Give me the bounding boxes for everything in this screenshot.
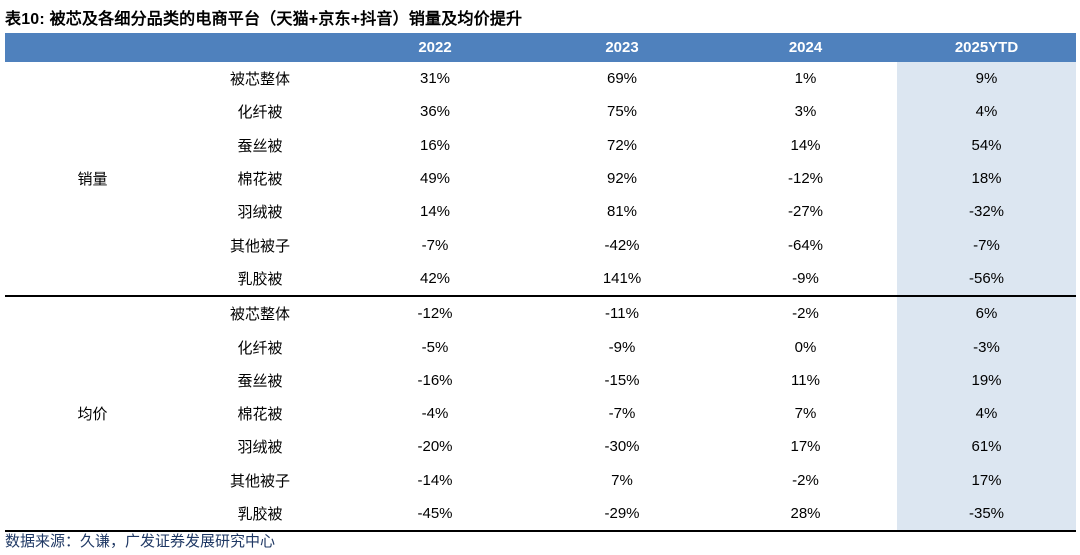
value-cell: -2% — [714, 463, 897, 497]
year-column-header: 2023 — [530, 33, 714, 62]
value-cell: 14% — [340, 195, 530, 229]
value-cell: -20% — [340, 430, 530, 464]
value-cell: -45% — [340, 496, 530, 532]
year-column-header: 2025YTD — [897, 33, 1076, 62]
value-cell: -11% — [530, 295, 714, 331]
value-cell: -7% — [897, 228, 1076, 262]
value-cell: 1% — [714, 62, 897, 96]
category-label: 化纤被 — [180, 95, 340, 129]
data-source-note: 数据来源：久谦，广发证券发展研究中心 — [5, 533, 276, 550]
table-header: 2022 2023 2024 2025YTD — [5, 33, 1076, 62]
value-cell: 28% — [714, 496, 897, 532]
value-cell: 6% — [897, 295, 1076, 331]
value-cell: -27% — [714, 195, 897, 229]
category-label: 棉花被 — [180, 161, 340, 196]
table-row: 蚕丝被 16% 72% 14% 54% — [5, 128, 1076, 162]
value-cell: 75% — [530, 95, 714, 129]
value-cell: -9% — [530, 330, 714, 364]
value-cell: 18% — [897, 161, 1076, 196]
value-cell: 72% — [530, 128, 714, 162]
header-group-spacer — [5, 33, 180, 62]
value-cell: 17% — [897, 463, 1076, 497]
value-cell: 92% — [530, 161, 714, 196]
value-cell: -29% — [530, 496, 714, 532]
year-column-header: 2022 — [340, 33, 530, 62]
value-cell: -5% — [340, 330, 530, 364]
value-cell: -14% — [340, 463, 530, 497]
table-row: 棉花被 -4% -7% 7% 4% — [5, 396, 1076, 431]
category-label: 被芯整体 — [180, 295, 340, 331]
value-cell: 19% — [897, 363, 1076, 397]
table-row: 羽绒被 14% 81% -27% -32% — [5, 195, 1076, 229]
value-cell: 54% — [897, 128, 1076, 162]
category-label: 蚕丝被 — [180, 363, 340, 397]
value-cell: 4% — [897, 396, 1076, 431]
value-cell: 81% — [530, 195, 714, 229]
category-label: 乳胶被 — [180, 496, 340, 532]
value-cell: -12% — [714, 161, 897, 196]
value-cell: 141% — [530, 261, 714, 297]
table-row: 乳胶被 -45% -29% 28% -35% — [5, 496, 1076, 532]
value-cell: -3% — [897, 330, 1076, 364]
value-cell: 42% — [340, 261, 530, 297]
value-cell: -7% — [530, 396, 714, 431]
value-cell: -4% — [340, 396, 530, 431]
value-cell: -42% — [530, 228, 714, 262]
value-cell: 11% — [714, 363, 897, 397]
category-label: 其他被子 — [180, 228, 340, 262]
value-cell: -12% — [340, 295, 530, 331]
value-cell: 4% — [897, 95, 1076, 129]
value-cell: 0% — [714, 330, 897, 364]
value-cell: -64% — [714, 228, 897, 262]
year-column-header: 2024 — [714, 33, 897, 62]
table-title: 表10: 被芯及各细分品类的电商平台（天猫+京东+抖音）销量及均价提升 — [5, 11, 523, 28]
value-cell: 36% — [340, 95, 530, 129]
table-row: 均价 被芯整体 -12% -11% -2% 6% — [5, 295, 1076, 532]
value-cell: 31% — [340, 62, 530, 96]
table-row: 乳胶被 42% 141% -9% -56% — [5, 261, 1076, 297]
category-label: 棉花被 — [180, 396, 340, 431]
category-label: 羽绒被 — [180, 195, 340, 229]
header-category-spacer — [180, 33, 340, 62]
value-cell: -9% — [714, 261, 897, 297]
value-cell: -16% — [340, 363, 530, 397]
value-cell: 17% — [714, 430, 897, 464]
value-cell: 49% — [340, 161, 530, 196]
table-row: 其他被子 -7% -42% -64% -7% — [5, 228, 1076, 262]
table-row: 其他被子 -14% 7% -2% 17% — [5, 463, 1076, 497]
table-row: 化纤被 -5% -9% 0% -3% — [5, 330, 1076, 364]
category-label: 羽绒被 — [180, 430, 340, 464]
value-cell: 61% — [897, 430, 1076, 464]
category-label: 其他被子 — [180, 463, 340, 497]
table-row: 棉花被 49% 92% -12% 18% — [5, 161, 1076, 196]
value-cell: 3% — [714, 95, 897, 129]
value-cell: 9% — [897, 62, 1076, 96]
table-body: 销量 被芯整体 31% 69% 1% 9% 化纤被 36% 75% 3% 4% 蚕丝被 16% 72% 14… — [5, 62, 1076, 532]
category-label: 化纤被 — [180, 330, 340, 364]
value-cell: 14% — [714, 128, 897, 162]
category-label: 蚕丝被 — [180, 128, 340, 162]
value-cell: -15% — [530, 363, 714, 397]
value-cell: 7% — [530, 463, 714, 497]
value-cell: -7% — [340, 228, 530, 262]
value-cell: -30% — [530, 430, 714, 464]
value-cell: 69% — [530, 62, 714, 96]
value-cell: 16% — [340, 128, 530, 162]
group-label: 均价 — [5, 295, 180, 532]
category-label: 被芯整体 — [180, 62, 340, 96]
value-cell: 7% — [714, 396, 897, 431]
value-cell: -56% — [897, 261, 1076, 297]
category-label: 乳胶被 — [180, 261, 340, 297]
quilt-sales-price-table: 2022 2023 2024 2025YTD 销量 被芯整体 31% 69% 1% 9% 化… — [5, 33, 1076, 533]
value-cell: -2% — [714, 295, 897, 331]
table-row: 羽绒被 -20% -30% 17% 61% — [5, 430, 1076, 464]
value-cell: -35% — [897, 496, 1076, 532]
table-row: 销量 被芯整体 31% 69% 1% 9% — [5, 62, 1076, 297]
value-cell: -32% — [897, 195, 1076, 229]
table-row: 化纤被 36% 75% 3% 4% — [5, 95, 1076, 129]
group-label: 销量 — [5, 62, 180, 297]
table-row: 蚕丝被 -16% -15% 11% 19% — [5, 363, 1076, 397]
header-row: 2022 2023 2024 2025YTD — [5, 33, 1076, 62]
